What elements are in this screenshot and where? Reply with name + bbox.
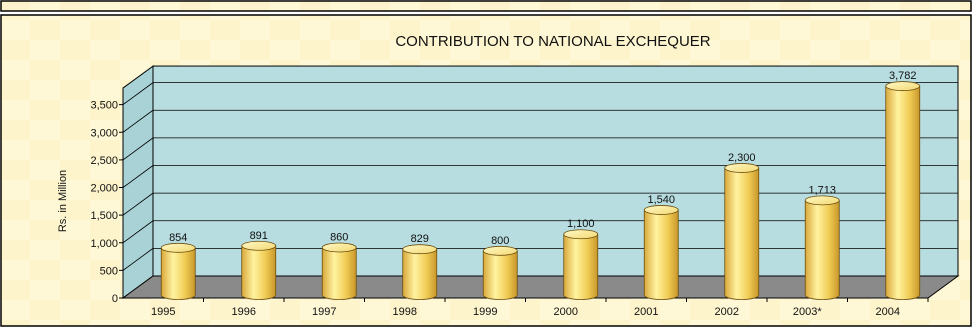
- y-tick-label: 1,000: [90, 238, 118, 250]
- data-label: 829: [411, 233, 429, 245]
- bar: [724, 167, 760, 300]
- data-label: 1,540: [647, 194, 675, 206]
- top-banner: [0, 0, 972, 12]
- data-label: 854: [169, 232, 187, 244]
- plot-area: 0 500 1,000 1,500 2,000 2,500 3,000 3,500 854 199…: [90, 65, 960, 318]
- bar: [804, 199, 840, 300]
- bar: [643, 209, 679, 300]
- data-label: 2,300: [728, 152, 756, 164]
- data-label: 800: [491, 235, 509, 247]
- x-tick-label: 1996: [232, 306, 256, 318]
- bar-top: [563, 229, 599, 240]
- gridline-side: [122, 192, 154, 216]
- x-tick-label: 2002: [715, 306, 739, 318]
- bar-top: [482, 245, 518, 256]
- y-tick-label: 500: [100, 265, 118, 277]
- bar-top: [643, 205, 679, 215]
- bar-top: [160, 242, 196, 253]
- x-tick-label: 1998: [393, 306, 417, 318]
- data-label: 1,100: [567, 218, 595, 230]
- y-tick-label: 0: [112, 293, 118, 305]
- data-label: 1,713: [808, 184, 836, 196]
- y-axis-label: Rs. in Million: [57, 170, 69, 232]
- data-label: 3,782: [889, 70, 917, 82]
- bar: [885, 85, 921, 300]
- chart-title: CONTRIBUTION TO NATIONAL EXCHEQUER: [395, 33, 710, 50]
- gridline-side: [122, 82, 154, 105]
- bar-top: [724, 163, 760, 173]
- bar: [563, 233, 599, 300]
- y-tick-label: 2,500: [90, 155, 118, 167]
- x-tick-label: 2004: [876, 306, 900, 318]
- x-tick-label: 1999: [473, 306, 497, 318]
- y-tick-label: 3,500: [90, 100, 118, 112]
- bar: [160, 247, 196, 300]
- x-tick-label: 2003*: [793, 306, 822, 318]
- gridline-side: [122, 165, 154, 188]
- y-tick-label: 1,500: [90, 210, 118, 222]
- bar: [241, 245, 277, 300]
- bar-top: [321, 242, 357, 253]
- bar: [402, 248, 438, 300]
- gridline-side: [122, 109, 154, 133]
- x-tick-label: 2001: [634, 306, 658, 318]
- y-tick-label: 3,000: [90, 127, 118, 139]
- x-tick-label: 2000: [554, 306, 578, 318]
- gridline-side: [122, 137, 154, 161]
- x-tick-label: 1995: [151, 306, 175, 318]
- data-label: 891: [250, 230, 268, 242]
- bar-top: [885, 81, 921, 91]
- y-tick-label: 2,000: [90, 183, 118, 195]
- bar-top: [402, 244, 438, 255]
- gridline-side: [122, 220, 154, 244]
- x-tick-label: 1997: [312, 306, 336, 318]
- data-label: 860: [330, 231, 348, 243]
- bar: [321, 247, 357, 300]
- bar-top: [241, 240, 277, 251]
- bar: [482, 250, 518, 300]
- bar-top: [804, 195, 840, 206]
- gridline-side: [122, 248, 154, 271]
